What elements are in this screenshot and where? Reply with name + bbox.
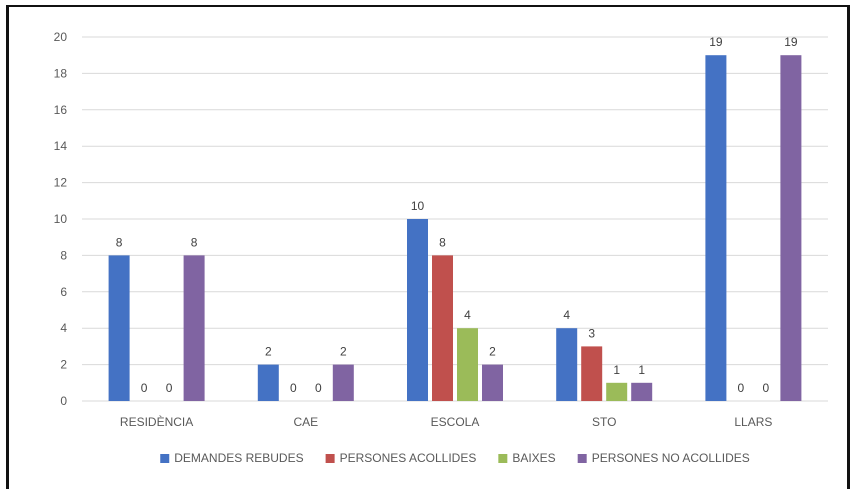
data-label: 8: [191, 235, 198, 249]
bar-residència-series-1: [108, 255, 130, 401]
data-label: 0: [166, 381, 173, 395]
bar-sto-series-1: [556, 328, 578, 401]
bar-sto-series-4: [631, 382, 653, 401]
data-label: 19: [709, 35, 723, 49]
data-label: 2: [489, 345, 496, 359]
data-label: 1: [613, 363, 620, 377]
y-tick-label: 8: [60, 248, 67, 262]
y-tick-label: 10: [54, 212, 68, 226]
data-label: 4: [464, 308, 471, 322]
data-label: 2: [340, 345, 347, 359]
bar-sto-series-2: [581, 346, 603, 401]
bar-residència-series-4: [183, 255, 205, 401]
data-label: 19: [784, 35, 798, 49]
x-category-label: STO: [592, 415, 616, 429]
y-tick-label: 20: [54, 30, 68, 44]
legend-label: BAIXES: [512, 451, 555, 465]
data-label: 0: [141, 381, 148, 395]
legend-label: DEMANDES REBUDES: [174, 451, 303, 465]
bar-escola-series-3: [457, 328, 478, 401]
x-category-label: LLARS: [734, 415, 772, 429]
legend-swatch-3: [498, 454, 508, 463]
bar-llars-series-1: [705, 55, 727, 401]
data-label: 4: [563, 308, 570, 322]
legend-label: PERSONES ACOLLIDES: [340, 451, 477, 465]
bar-llars-series-4: [780, 55, 802, 401]
data-label: 0: [290, 381, 297, 395]
x-category-label: RESIDÈNCIA: [120, 414, 193, 429]
data-label: 3: [588, 326, 595, 340]
y-tick-label: 16: [54, 103, 68, 117]
bar-escola-series-2: [432, 255, 453, 401]
data-label: 1: [638, 363, 645, 377]
bar-escola-series-4: [482, 364, 503, 401]
data-label: 8: [439, 235, 446, 249]
data-label: 0: [315, 381, 322, 395]
y-tick-label: 6: [60, 285, 67, 299]
y-tick-label: 2: [60, 358, 67, 372]
legend-swatch-1: [160, 454, 170, 463]
data-label: 0: [763, 381, 770, 395]
legend-label: PERSONES NO ACOLLIDES: [592, 451, 750, 465]
x-category-label: CAE: [293, 415, 318, 429]
legend-swatch-4: [577, 454, 587, 463]
x-category-label: ESCOLA: [431, 415, 480, 429]
y-tick-label: 0: [60, 394, 67, 408]
bar-cae-series-4: [332, 364, 354, 401]
data-label: 0: [738, 381, 745, 395]
bar-cae-series-1: [257, 364, 279, 401]
y-tick-label: 14: [54, 139, 68, 153]
y-tick-label: 18: [54, 66, 68, 80]
bar-escola-series-1: [407, 219, 428, 401]
data-label: 10: [411, 199, 425, 213]
bar-sto-series-3: [606, 382, 628, 401]
y-tick-label: 4: [60, 321, 67, 335]
y-tick-label: 12: [54, 176, 68, 190]
data-label: 8: [116, 235, 123, 249]
data-label: 2: [265, 345, 272, 359]
legend-swatch-2: [325, 454, 335, 463]
